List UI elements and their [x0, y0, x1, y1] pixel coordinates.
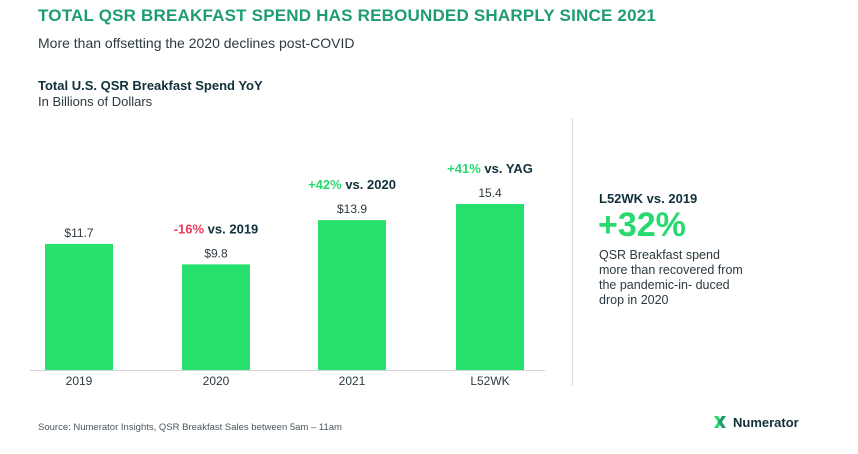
change-basis: vs. 2019: [204, 221, 258, 236]
brand-name: Numerator: [733, 414, 799, 430]
subheadline: More than offsetting the 2020 declines p…: [38, 35, 355, 51]
chart-title: Total U.S. QSR Breakfast Spend YoY: [38, 78, 263, 93]
value-label: $13.9: [337, 202, 367, 216]
value-label: $11.7: [64, 226, 93, 240]
numerator-logo-icon: [714, 416, 726, 428]
bar-l52wk: [456, 204, 524, 370]
category-label: L52WK: [470, 374, 509, 388]
brand: Numerator: [712, 414, 799, 430]
change-annotation: +41% vs. YAG: [447, 161, 533, 176]
change-annotation: +42% vs. 2020: [308, 177, 396, 192]
divider: [572, 118, 573, 386]
change-basis: vs. YAG: [481, 161, 533, 176]
change-percent: -16%: [174, 221, 205, 236]
bar-2019: [45, 243, 113, 370]
change-annotation: -16% vs. 2019: [174, 221, 259, 236]
source-note: Source: Numerator Insights, QSR Breakfas…: [38, 422, 342, 433]
chart-subtitle: In Billions of Dollars: [38, 94, 153, 109]
category-label: 2020: [203, 374, 230, 388]
category-label: 2019: [66, 374, 93, 388]
bar-2021: [318, 220, 386, 370]
callout-text: QSR Breakfast spend more than recovered …: [599, 248, 743, 307]
change-percent: +42%: [308, 177, 342, 192]
callout-heading: L52WK vs. 2019: [599, 191, 698, 206]
headline: TOTAL QSR BREAKFAST SPEND HAS REBOUNDED …: [38, 6, 657, 25]
bar-chart: $11.7 2019 $9.8 2020 -16% vs. 2019 $13.9 2021 +…: [30, 161, 545, 388]
value-label: 15.4: [478, 186, 502, 200]
change-basis: vs. 2020: [342, 177, 396, 192]
bar-2020: [182, 264, 250, 370]
change-percent: +41%: [447, 161, 481, 176]
value-label: $9.8: [204, 246, 228, 260]
category-label: 2021: [339, 374, 366, 388]
callout-value: +32%: [598, 206, 686, 244]
